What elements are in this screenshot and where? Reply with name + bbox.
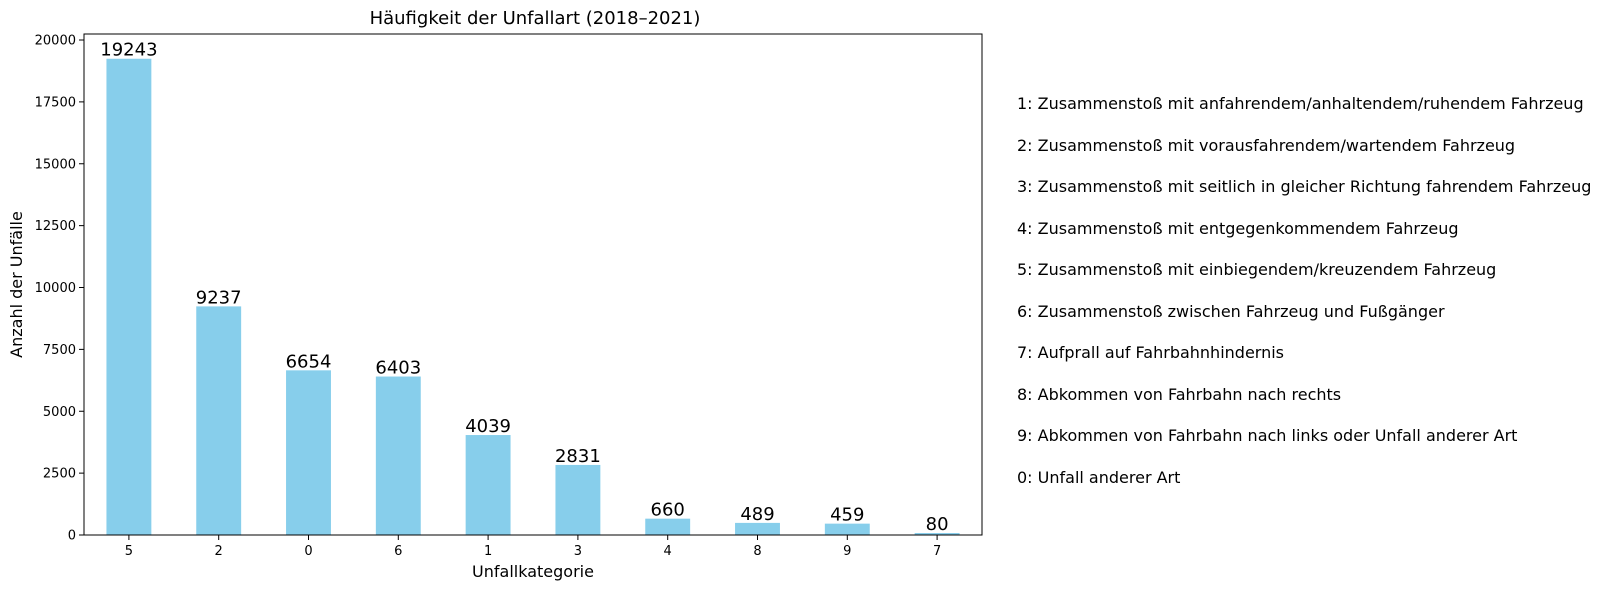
y-tick-label: 5000 <box>43 405 76 420</box>
category-legend: 1: Zusammenstoß mit anfahrendem/anhalten… <box>1017 94 1617 509</box>
plot-frame <box>83 33 983 536</box>
legend-item-0: 0: Unfall anderer Art <box>1017 467 1181 487</box>
x-tick-label: 2 <box>215 544 223 559</box>
y-axis-label: Anzahl der Unfälle <box>7 211 26 358</box>
y-tick-label: 12500 <box>35 219 76 234</box>
bar-value-label: 459 <box>830 505 864 526</box>
x-tick-label: 8 <box>753 544 761 559</box>
x-tick-label: 5 <box>125 544 133 559</box>
y-tick-label: 15000 <box>35 157 76 172</box>
y-axis-ticks: 0 2500 5000 7500 10000 12500 15000 17500 20000 <box>35 34 84 544</box>
legend-item-9: 9: Abkommen von Fahrbahn nach links oder… <box>1017 426 1518 445</box>
bar-value-label: 489 <box>740 504 774 525</box>
bar-category-1 <box>465 435 511 535</box>
bar-value-label: 4039 <box>465 416 511 437</box>
legend-item-7: 7: Aufprall auf Fahrbahnhindernis <box>1017 343 1284 362</box>
bar-value-label: 80 <box>926 514 949 535</box>
chart-title: Häufigkeit der Unfallart (2018–2021) <box>370 8 701 29</box>
bar-category-3 <box>555 464 601 535</box>
x-tick-label: 9 <box>843 544 851 559</box>
x-tick-label: 6 <box>394 544 402 559</box>
bar-value-label: 6654 <box>286 351 332 372</box>
bar-value-label: 660 <box>651 500 685 521</box>
bars-group <box>106 58 960 535</box>
x-tick-label: 1 <box>484 544 492 559</box>
legend-item-8: 8: Abkommen von Fahrbahn nach rechts <box>1017 384 1342 404</box>
y-tick-label: 7500 <box>43 343 76 358</box>
x-axis-label: Unfallkategorie <box>472 562 594 581</box>
bar-category-7 <box>914 533 960 535</box>
bar-value-label: 6403 <box>375 358 421 379</box>
x-axis-ticks: 5 2 0 6 1 3 4 8 9 7 <box>125 535 941 559</box>
bar-category-4 <box>645 518 691 535</box>
x-tick-label: 3 <box>574 544 582 559</box>
legend-item-3: 3: Zusammenstoß mit seitlich in gleicher… <box>1017 177 1592 196</box>
bar-category-0 <box>286 370 331 535</box>
y-tick-label: 20000 <box>35 34 76 49</box>
bar-value-label: 19243 <box>100 40 157 61</box>
legend-item-1: 1: Zusammenstoß mit anfahrendem/anhalten… <box>1017 94 1584 113</box>
bar-category-2 <box>196 306 242 535</box>
y-tick-label: 10000 <box>35 281 76 296</box>
y-tick-label: 2500 <box>43 467 76 482</box>
legend-item-5: 5: Zusammenstoß mit einbiegendem/kreuzen… <box>1017 260 1497 279</box>
y-tick-label: 17500 <box>35 95 76 110</box>
bar-category-9 <box>824 523 870 535</box>
bar-labels-group: 19243 9237 6654 6403 4039 2831 660 489 459 80 <box>100 40 948 535</box>
x-tick-label: 7 <box>933 544 941 559</box>
bar-category-6 <box>375 376 421 535</box>
legend-item-2: 2: Zusammenstoß mit vorausfahrendem/wart… <box>1017 135 1516 155</box>
legend-item-4: 4: Zusammenstoß mit entgegenkommendem Fa… <box>1017 218 1459 238</box>
bar-category-8 <box>735 522 780 535</box>
x-tick-label: 4 <box>664 544 672 559</box>
legend-item-6: 6: Zusammenstoß zwischen Fahrzeug und Fu… <box>1017 301 1445 321</box>
x-tick-label: 0 <box>304 544 312 559</box>
bar-value-label: 9237 <box>196 287 242 308</box>
bar-value-label: 2831 <box>555 446 601 467</box>
bar-category-5 <box>106 58 152 535</box>
y-tick-label: 0 <box>68 529 76 544</box>
